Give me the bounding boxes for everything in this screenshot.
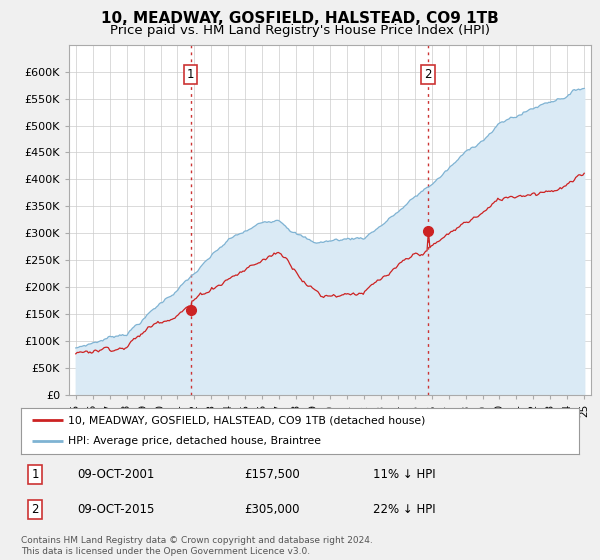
Text: 10, MEADWAY, GOSFIELD, HALSTEAD, CO9 1TB: 10, MEADWAY, GOSFIELD, HALSTEAD, CO9 1TB [101, 11, 499, 26]
Text: 09-OCT-2001: 09-OCT-2001 [77, 468, 154, 481]
Text: 22% ↓ HPI: 22% ↓ HPI [373, 503, 435, 516]
Text: £157,500: £157,500 [244, 468, 300, 481]
Text: Contains HM Land Registry data © Crown copyright and database right 2024.
This d: Contains HM Land Registry data © Crown c… [21, 536, 373, 556]
Text: 2: 2 [31, 503, 39, 516]
Text: 09-OCT-2015: 09-OCT-2015 [77, 503, 154, 516]
Text: 11% ↓ HPI: 11% ↓ HPI [373, 468, 435, 481]
Text: 2: 2 [424, 68, 432, 81]
Text: 1: 1 [187, 68, 194, 81]
Text: Price paid vs. HM Land Registry's House Price Index (HPI): Price paid vs. HM Land Registry's House … [110, 24, 490, 36]
Text: 1: 1 [31, 468, 39, 481]
Text: £305,000: £305,000 [244, 503, 300, 516]
Text: 10, MEADWAY, GOSFIELD, HALSTEAD, CO9 1TB (detached house): 10, MEADWAY, GOSFIELD, HALSTEAD, CO9 1TB… [68, 415, 426, 425]
Text: HPI: Average price, detached house, Braintree: HPI: Average price, detached house, Brai… [68, 436, 322, 446]
